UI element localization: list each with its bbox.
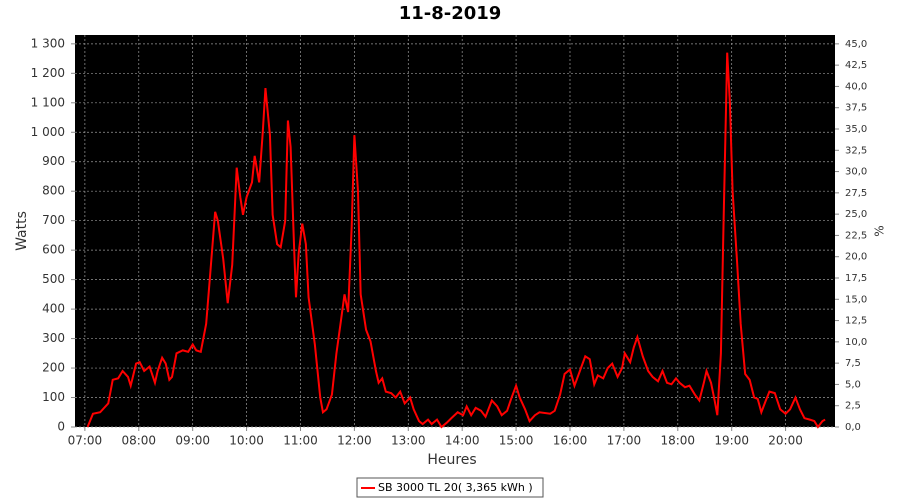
y-tick-label: 1 000 [31, 125, 65, 139]
x-tick-label: 20:00 [768, 434, 803, 448]
y2-tick-label: 45,0 [845, 39, 867, 50]
x-tick-label: 13:00 [391, 434, 426, 448]
y-tick-label: 400 [42, 302, 65, 316]
y2-tick-label: 0,0 [845, 422, 861, 433]
x-tick-label: 07:00 [68, 434, 103, 448]
y2-tick-label: 25,0 [845, 209, 867, 220]
y2-tick-label: 42,5 [845, 60, 867, 71]
x-tick-label: 12:00 [337, 434, 372, 448]
chart-title: 11-8-2019 [399, 3, 502, 24]
y2-tick-label: 32,5 [845, 145, 867, 156]
x-tick-label: 10:00 [229, 434, 264, 448]
x-tick-label: 18:00 [660, 434, 695, 448]
y2-tick-label: 10,0 [845, 337, 867, 348]
legend [356, 477, 544, 498]
y-tick-label: 1 300 [31, 36, 65, 50]
y2-tick-label: 17,5 [845, 273, 867, 284]
y2-tick-label: 27,5 [845, 188, 867, 199]
y-tick-label: 800 [42, 184, 65, 198]
plot-area [75, 35, 835, 427]
y-tick-label: 100 [42, 390, 65, 404]
x-tick-label: 17:00 [607, 434, 642, 448]
legend-label: SB 3000 TL 20( 3,365 kWh ) [378, 481, 533, 494]
y2-tick-label: 40,0 [845, 81, 867, 92]
x-tick-label: 08:00 [121, 434, 156, 448]
y2-tick-label: 15,0 [845, 294, 867, 305]
y2-tick-label: 5,0 [845, 379, 861, 390]
y-tick-label: 200 [42, 361, 65, 375]
y2-tick-label: 2,5 [845, 401, 861, 412]
y-tick-label: 300 [42, 331, 65, 345]
x-tick-label: 16:00 [553, 434, 588, 448]
data-line [86, 52, 826, 429]
y-tick-label: 600 [42, 243, 65, 257]
y-axis-label: Watts [14, 211, 30, 251]
y2-tick-label: 20,0 [845, 252, 867, 263]
y-tick-label: 1 200 [31, 66, 65, 80]
x-axis-label: Heures [427, 452, 476, 468]
y-tick-label: 700 [42, 213, 65, 227]
y2-tick-label: 30,0 [845, 167, 867, 178]
y2-axis-label: % [873, 225, 887, 236]
y2-tick-label: 37,5 [845, 103, 867, 114]
x-tick-label: 14:00 [445, 434, 480, 448]
y2-tick-label: 22,5 [845, 230, 867, 241]
y2-tick-label: 35,0 [845, 124, 867, 135]
y-tick-label: 500 [42, 272, 65, 286]
x-tick-label: 19:00 [714, 434, 749, 448]
y-tick-label: 1 100 [31, 95, 65, 109]
y-tick-label: 0 [57, 420, 65, 434]
x-tick-label: 09:00 [175, 434, 210, 448]
y-tick-label: 900 [42, 154, 65, 168]
y2-tick-label: 12,5 [845, 316, 867, 327]
x-tick-label: 11:00 [283, 434, 318, 448]
y2-tick-label: 7,5 [845, 358, 861, 369]
x-tick-label: 15:00 [499, 434, 534, 448]
